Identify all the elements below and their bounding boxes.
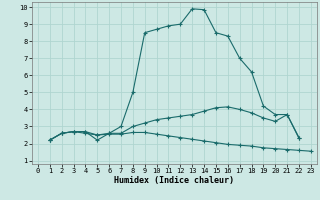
- X-axis label: Humidex (Indice chaleur): Humidex (Indice chaleur): [115, 176, 234, 185]
